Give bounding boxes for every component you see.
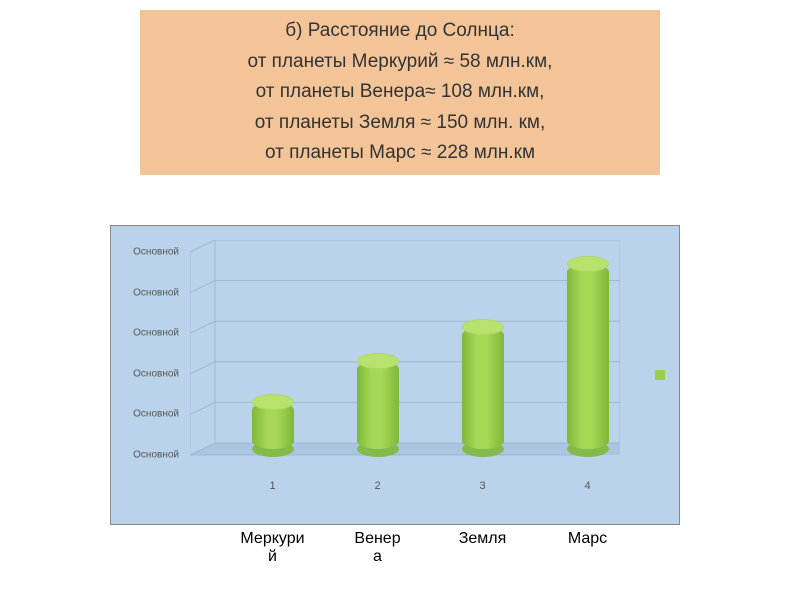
chart-area: Основной Основной Основной Основной Основной… <box>110 225 680 525</box>
y-tick-label: Основной <box>133 450 179 461</box>
bar-cylinder <box>567 264 609 449</box>
title-line-4: от планеты Марс ≈ 228 млн.км <box>265 139 535 168</box>
title-line-2: от планеты Венера≈ 108 млн.км, <box>256 78 545 107</box>
bar-cylinder <box>462 327 504 449</box>
title-line-1: от планеты Меркурий ≈ 58 млн.км, <box>248 48 553 77</box>
title-box: б) Расстояние до Солнца: от планеты Мерк… <box>140 10 660 175</box>
x-tick-label: 1 <box>269 480 275 492</box>
title-line-3: от планеты Земля ≈ 150 млн. км, <box>255 109 545 138</box>
y-tick-label: Основной <box>133 328 179 339</box>
y-axis-labels: Основной Основной Основной Основной Основной… <box>110 240 185 475</box>
bar-cylinder <box>252 402 294 449</box>
planet-label: Венера <box>333 530 423 565</box>
planet-label: Марс <box>543 530 633 548</box>
x-axis-labels: 1 2 3 4 <box>190 480 620 500</box>
y-tick-label: Основной <box>133 247 179 258</box>
planet-label: Меркурий <box>228 530 318 565</box>
bar-cylinder <box>357 361 399 449</box>
x-tick-label: 3 <box>479 480 485 492</box>
x-tick-label: 4 <box>584 480 590 492</box>
plot-area <box>190 240 620 475</box>
planet-label: Земля <box>438 530 528 548</box>
legend-marker <box>655 370 665 380</box>
x-tick-label: 2 <box>374 480 380 492</box>
y-tick-label: Основной <box>133 368 179 379</box>
y-tick-label: Основной <box>133 287 179 298</box>
title-line-0: б) Расстояние до Солнца: <box>285 17 515 46</box>
y-tick-label: Основной <box>133 409 179 420</box>
